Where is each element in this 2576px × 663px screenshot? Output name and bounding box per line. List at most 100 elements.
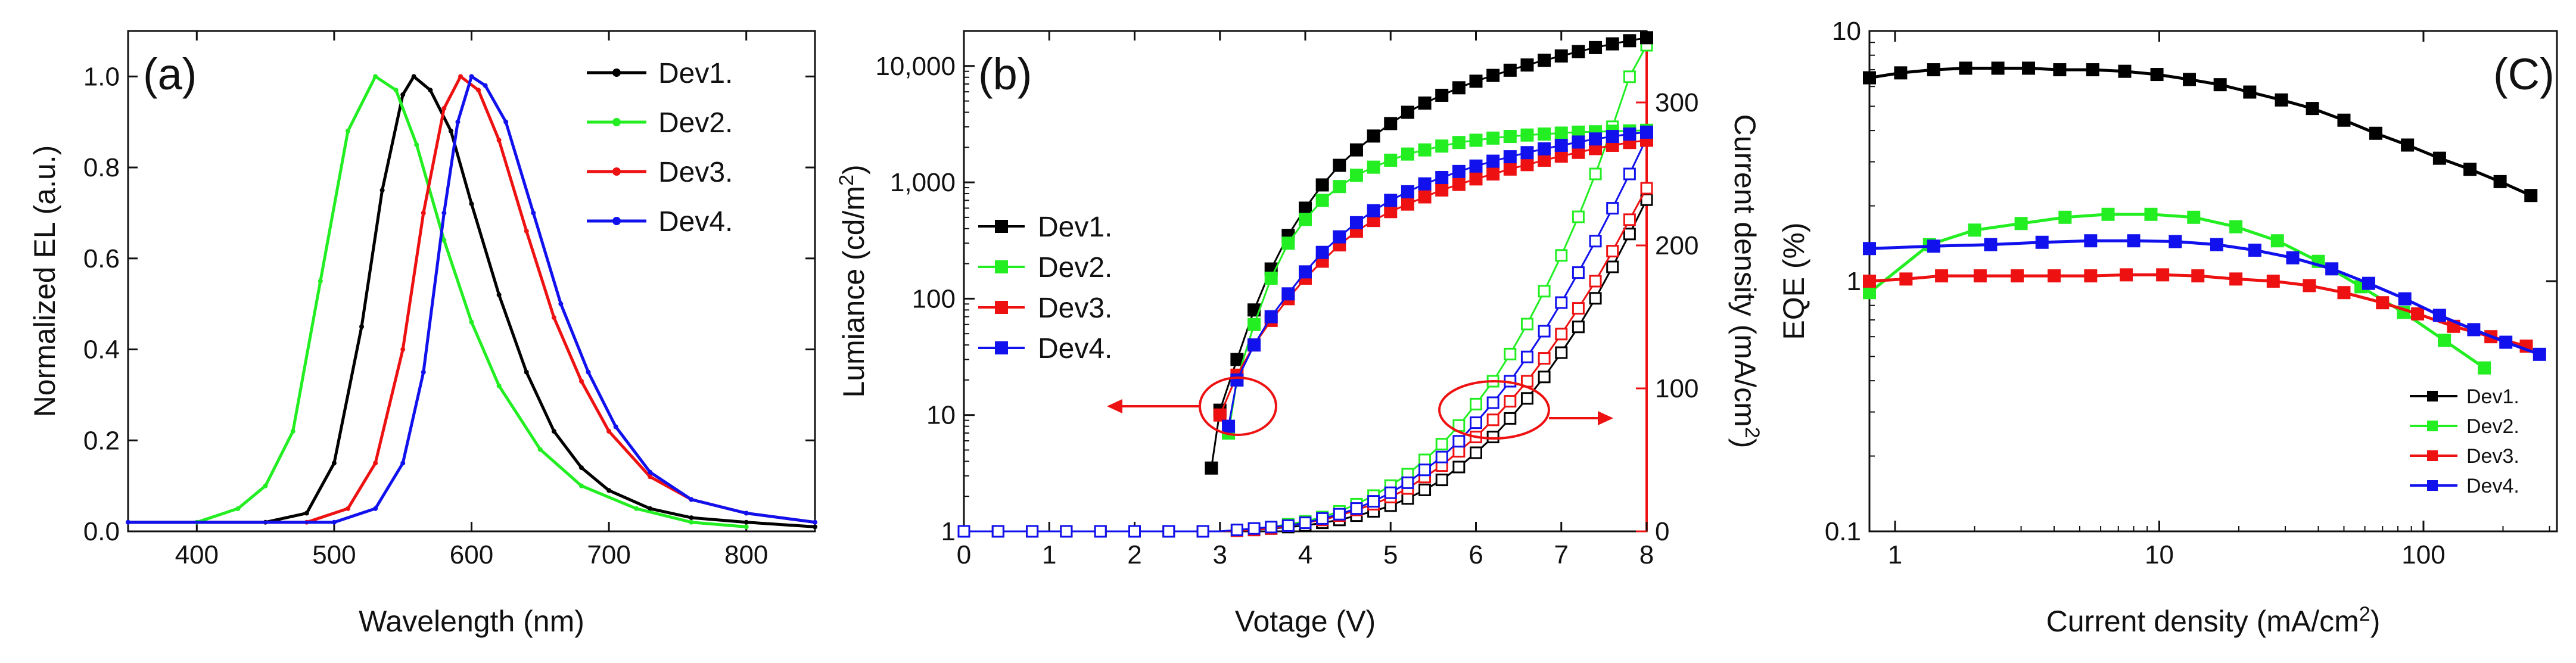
b-luminance-point-2 [1401,147,1414,161]
c-data-point-3 [1935,269,1949,283]
a-data-point-4 [613,424,618,429]
c-x-axis-label-sup: 2 [2359,603,2370,625]
c-legend-label-2: Dev2. [2466,415,2519,438]
a-data-point-2 [393,88,399,93]
c-data-point-1 [2401,138,2415,152]
b-ytick-right-label: 200 [1655,231,1698,260]
b-current-point-4 [1606,202,1619,215]
c-data-point-1 [2463,163,2477,176]
a-data-point-2 [263,483,268,488]
b-luminance-point-2 [1538,127,1551,141]
a-data-point-3 [373,460,378,466]
b-luminance-point-3 [1572,145,1585,159]
b-xtick-label: 8 [1639,540,1654,569]
b-y-axis-right-label-text: Current density (mA/cm [1728,114,1762,427]
b-luminance-point-2 [1469,133,1483,147]
b-current-point-3 [1572,302,1585,315]
b-legend-marker-1 [995,220,1008,233]
b-xtick-label: 2 [1127,540,1141,569]
b-luminance-point-4 [1486,154,1500,168]
a-data-point-4 [558,301,564,307]
b-xtick-label: 5 [1383,540,1398,569]
a-ytick-label: 0.2 [83,426,120,455]
b-ytick-right-label: 0 [1655,517,1669,546]
c-data-point-4 [2533,347,2546,361]
c-data-point-4 [2432,309,2446,322]
a-data-point-2 [414,142,419,147]
b-current-point-4 [1418,463,1432,477]
c-data-point-3 [2156,268,2170,282]
b-luminance-point-4 [1452,164,1466,178]
a-data-point-1 [331,460,337,466]
c-data-point-3 [2303,279,2316,292]
c-data-point-2 [2270,234,2284,248]
b-current-point-2 [1520,318,1533,331]
b-xtick-label: 6 [1469,540,1483,569]
b-luminance-point-4 [1606,130,1619,144]
b-luminance-point-2 [1315,194,1329,207]
c-x-axis-label-text: Current density (mA/cm [2046,605,2359,638]
panel-c: 1 10 100 0.1 1 10 (C) Current density (mA/cm2) E… [1777,17,2558,638]
c-data-point-2 [2144,207,2158,221]
c-data-point-4 [2210,238,2223,251]
b-luminance-point-2 [1333,180,1346,194]
b-luminance-point-2 [1520,128,1534,142]
c-data-point-4 [2467,323,2481,337]
a-data-point-3 [441,105,447,111]
c-y-axis-label: EQE (%) [1777,222,1810,340]
b-luminance-point-2 [1418,143,1432,157]
b-current-point-4 [1350,502,1363,515]
c-data-point-4 [1984,238,1998,251]
b-luminance-point-4 [1367,204,1380,217]
b-current-point-3 [1623,213,1636,226]
a-data-point-1 [648,506,653,511]
c-x-axis-label-text-end: ) [2370,605,2381,638]
a-data-point-4 [331,519,337,525]
c-data-point-1 [2183,73,2197,86]
b-luminance-point-3 [1418,190,1432,204]
b-current-point-4 [1452,435,1466,448]
b-luminance-point-3 [1538,153,1551,167]
a-data-point-1 [411,74,416,79]
a-ytick-label: 0.0 [83,517,120,546]
a-legend-label-4: Dev4. [658,206,733,238]
a-data-point-1 [689,515,694,521]
b-ytick-right-label: 300 [1655,88,1698,117]
b-current-point-3 [1606,245,1619,258]
b-luminance-point-1 [1606,37,1619,51]
b-current-point-2 [1435,438,1448,451]
b-current-line-1 [964,199,1648,533]
b-current-point-1 [1606,260,1619,273]
c-data-point-3 [1863,275,1876,288]
a-data-point-4 [455,119,461,124]
b-legend-marker-3 [995,301,1008,314]
b-current-point-4 [1589,235,1602,248]
a-data-point-4 [586,369,591,375]
b-current-point-2 [1470,397,1482,410]
a-data-point-2 [318,279,323,284]
b-luminance-point-4 [1503,150,1517,164]
b-luminance-point-4 [1247,338,1261,352]
c-legend-label-4: Dev4. [2466,475,2519,497]
b-luminance-point-1 [1205,461,1218,475]
a-series-line-1 [128,74,816,528]
a-ytick-label: 0.4 [83,335,120,365]
b-current-point-2 [1572,210,1585,223]
a-y-axis-label: Normalized EL (a.u.) [28,145,61,418]
a-data-point-1 [524,369,529,375]
a-panel-label: (a) [143,49,197,99]
b-y-axis-label: Lumiance (cd/m2) [835,164,870,397]
b-current-point-4 [1623,167,1636,180]
b-ytick-label: 10 [926,401,956,430]
b-legend-label-3: Dev3. [1038,292,1112,324]
b-luminance-point-1 [1469,74,1483,88]
b-current-point-2 [1555,249,1568,262]
c-xtick-label: 1 [1888,540,1902,569]
c-legend-marker-2 [2427,421,2438,431]
b-luminance-point-3 [1384,205,1398,219]
a-data-point-4 [400,460,406,466]
c-data-point-4 [2035,235,2049,249]
c-data-point-1 [2275,93,2288,107]
a-x-axis-label: Wavelength (nm) [359,605,584,638]
c-xtick-label: 10 [2145,540,2174,569]
